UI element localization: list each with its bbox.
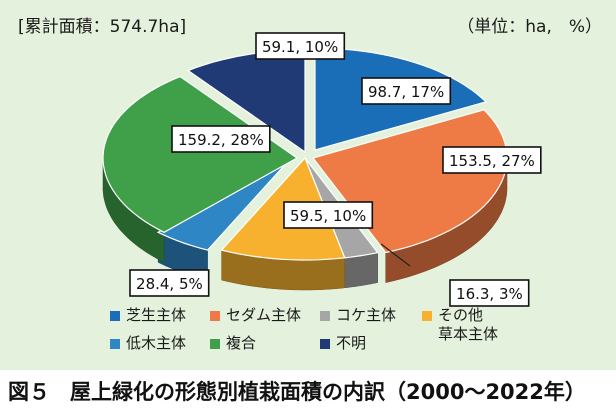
data-label-box	[442, 146, 542, 174]
legend-item-turf: 芝生主体	[110, 306, 186, 325]
pie-side-walls	[102, 157, 508, 291]
legend-swatch	[422, 311, 432, 321]
legend-swatch	[320, 311, 330, 321]
legend-item-other-herb: その他 草本主体	[422, 306, 498, 344]
legend-label: 低木主体	[126, 334, 187, 352]
figure-caption: 図５ 屋上緑化の形態別植栽面積の内訳（2000～2022年）	[8, 376, 586, 406]
data-label-low-tree: 28.4, 5%	[129, 269, 210, 297]
pie-slice-other-herb	[220, 156, 346, 261]
legend-swatch	[110, 339, 120, 349]
data-label-sedum: 153.5, 27%	[442, 146, 542, 174]
legend-item-moss: コケ主体	[320, 306, 396, 325]
legend-swatch	[210, 311, 220, 321]
pie-slice-low-tree	[156, 157, 292, 251]
data-label-unknown: 59.1, 10%	[255, 32, 346, 60]
legend-label: 芝生主体	[126, 306, 187, 324]
legend-item-composite: 複合	[210, 334, 256, 353]
legend-swatch	[320, 339, 330, 349]
data-label-text: 159.2, 28%	[178, 131, 264, 149]
total-area-label: [累計面積：574.7ha]	[18, 17, 187, 37]
data-label-other-herb: 59.5, 10%	[283, 201, 374, 229]
data-label-text: 98.7, 17%	[368, 83, 444, 101]
legend-item-sedum: セダム主体	[210, 306, 301, 325]
legend-swatch	[110, 311, 120, 321]
legend-item-low-tree: 低木主体	[110, 334, 186, 353]
pie-top-faces	[102, 47, 508, 261]
legend-label: セダム主体	[226, 306, 302, 324]
data-label-box	[255, 32, 346, 60]
data-label-text: 153.5, 27%	[449, 152, 535, 170]
legend-label: 不明	[336, 334, 367, 352]
legend-item-unknown: 不明	[320, 334, 366, 353]
data-label-text: 28.4, 5%	[136, 275, 203, 293]
legend-label: 複合	[226, 334, 257, 352]
data-label-moss: 16.3, 3%	[449, 279, 530, 307]
data-label-box	[449, 279, 530, 307]
legend-label: コケ主体	[336, 306, 397, 324]
data-label-box	[129, 269, 210, 297]
pie-slice-composite	[102, 75, 299, 233]
data-label-box	[171, 125, 271, 153]
figure-title: 屋上緑化の形態別植栽面積の内訳（2000～2022年）	[70, 380, 586, 404]
pie-side-moss	[344, 252, 378, 289]
data-label-box	[283, 201, 374, 229]
legend-label: その他 草本主体	[438, 306, 499, 343]
figure-number: 図５	[8, 380, 50, 404]
data-label-text: 59.1, 10%	[262, 38, 338, 56]
data-label-text: 16.3, 3%	[456, 285, 523, 303]
data-label-composite: 159.2, 28%	[171, 125, 271, 153]
unit-label: （単位：ha, %）	[457, 17, 602, 37]
legend-swatch	[210, 339, 220, 349]
data-label-box	[361, 77, 452, 105]
data-label-text: 59.5, 10%	[290, 207, 366, 225]
leader-line-moss	[380, 243, 411, 267]
pie-chart: 98.7, 17% 153.5, 27% 16.3, 3% 59.5, 10% 28.4…	[102, 32, 542, 307]
data-label-turf: 98.7, 17%	[361, 77, 452, 105]
